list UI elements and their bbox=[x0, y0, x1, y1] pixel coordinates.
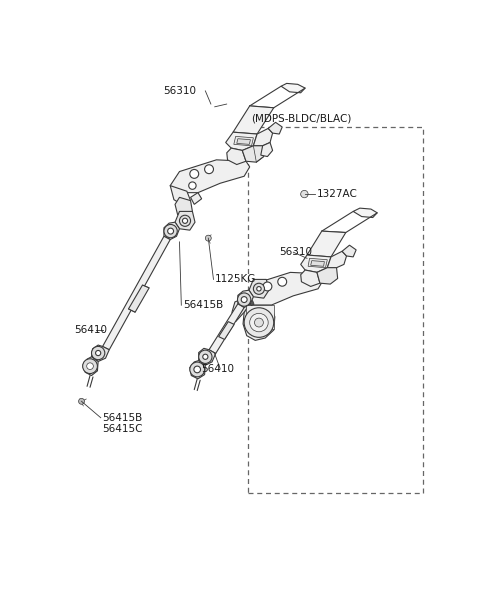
Polygon shape bbox=[308, 258, 327, 268]
Ellipse shape bbox=[203, 354, 208, 359]
Polygon shape bbox=[249, 280, 269, 298]
Ellipse shape bbox=[79, 398, 84, 404]
Polygon shape bbox=[219, 322, 234, 339]
Ellipse shape bbox=[238, 293, 251, 306]
Ellipse shape bbox=[300, 191, 308, 198]
Polygon shape bbox=[170, 186, 191, 205]
Ellipse shape bbox=[189, 182, 196, 189]
Polygon shape bbox=[233, 106, 274, 134]
Polygon shape bbox=[353, 208, 377, 217]
Polygon shape bbox=[199, 348, 216, 365]
Ellipse shape bbox=[92, 347, 105, 360]
Polygon shape bbox=[268, 122, 282, 134]
Ellipse shape bbox=[257, 287, 261, 291]
Polygon shape bbox=[244, 272, 324, 305]
Text: 56410: 56410 bbox=[74, 325, 107, 335]
Polygon shape bbox=[307, 231, 346, 257]
Text: 1125KG: 1125KG bbox=[215, 275, 256, 284]
Ellipse shape bbox=[190, 362, 204, 377]
Polygon shape bbox=[250, 300, 254, 306]
Ellipse shape bbox=[87, 363, 93, 370]
Polygon shape bbox=[242, 146, 264, 162]
Ellipse shape bbox=[180, 215, 191, 227]
Polygon shape bbox=[190, 361, 205, 379]
Polygon shape bbox=[170, 160, 250, 192]
Polygon shape bbox=[253, 128, 273, 146]
Polygon shape bbox=[327, 252, 347, 268]
Polygon shape bbox=[129, 285, 149, 312]
Polygon shape bbox=[92, 345, 109, 362]
Polygon shape bbox=[342, 245, 356, 257]
Polygon shape bbox=[317, 268, 337, 284]
Polygon shape bbox=[234, 136, 253, 146]
Text: 1327AC: 1327AC bbox=[317, 189, 358, 199]
Text: 56415B: 56415B bbox=[183, 300, 223, 310]
Polygon shape bbox=[311, 261, 324, 266]
Ellipse shape bbox=[204, 165, 214, 174]
Ellipse shape bbox=[254, 318, 264, 327]
Ellipse shape bbox=[168, 228, 174, 234]
Ellipse shape bbox=[190, 169, 199, 178]
Text: (MDPS-BLDC/BLAC): (MDPS-BLDC/BLAC) bbox=[252, 114, 352, 124]
Polygon shape bbox=[209, 304, 244, 353]
Polygon shape bbox=[103, 236, 170, 350]
Text: 56415C: 56415C bbox=[102, 423, 143, 434]
Ellipse shape bbox=[194, 366, 201, 373]
Ellipse shape bbox=[278, 277, 287, 286]
Polygon shape bbox=[175, 197, 192, 217]
Ellipse shape bbox=[253, 283, 264, 294]
Polygon shape bbox=[175, 211, 195, 230]
Polygon shape bbox=[227, 148, 246, 164]
Polygon shape bbox=[281, 83, 305, 93]
Polygon shape bbox=[237, 139, 251, 144]
Ellipse shape bbox=[96, 350, 101, 356]
Ellipse shape bbox=[244, 308, 274, 337]
Ellipse shape bbox=[250, 313, 268, 332]
Ellipse shape bbox=[199, 350, 212, 364]
Polygon shape bbox=[191, 192, 202, 205]
Text: 56415B: 56415B bbox=[102, 413, 142, 423]
Polygon shape bbox=[84, 357, 98, 376]
Polygon shape bbox=[246, 305, 274, 329]
Polygon shape bbox=[243, 305, 275, 340]
Ellipse shape bbox=[83, 359, 97, 373]
Text: 56310: 56310 bbox=[163, 86, 196, 96]
Polygon shape bbox=[300, 255, 331, 272]
Ellipse shape bbox=[241, 297, 247, 303]
Ellipse shape bbox=[164, 225, 177, 238]
Ellipse shape bbox=[182, 218, 188, 224]
Polygon shape bbox=[238, 290, 253, 308]
Text: 56310: 56310 bbox=[279, 247, 312, 257]
Polygon shape bbox=[164, 222, 180, 239]
Polygon shape bbox=[261, 143, 273, 157]
Text: 56410: 56410 bbox=[201, 364, 234, 373]
Bar bbox=[248, 127, 423, 493]
Polygon shape bbox=[232, 298, 249, 322]
Ellipse shape bbox=[205, 235, 211, 241]
Ellipse shape bbox=[263, 282, 272, 291]
Polygon shape bbox=[300, 270, 320, 286]
Polygon shape bbox=[226, 132, 257, 150]
